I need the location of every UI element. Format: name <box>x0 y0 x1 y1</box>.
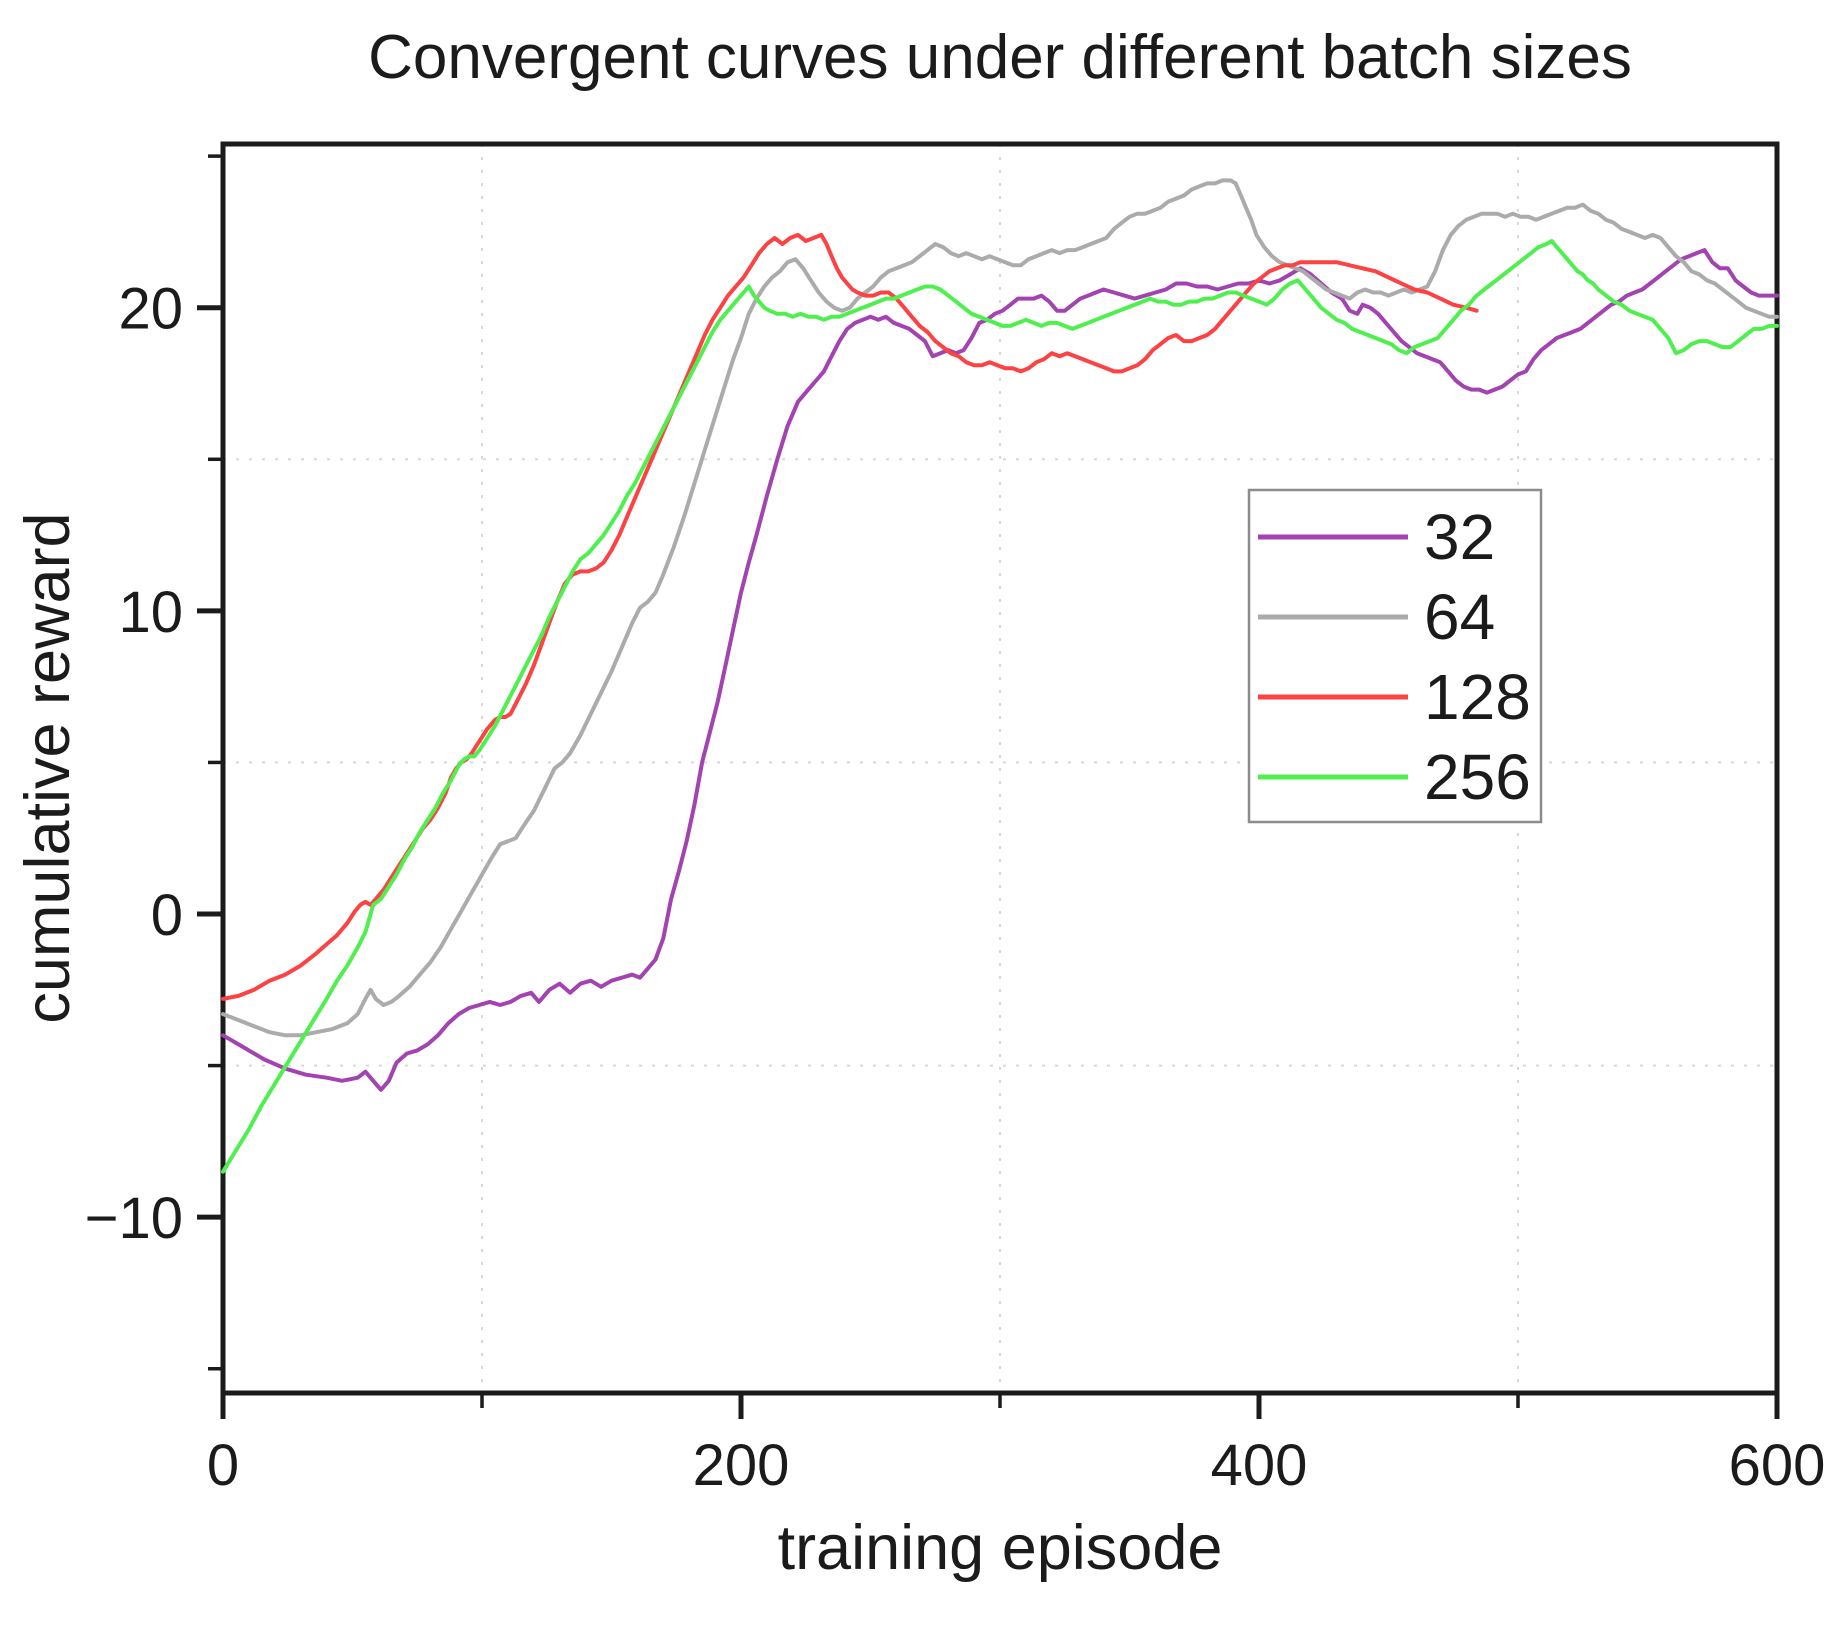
legend-label-128: 128 <box>1424 661 1531 733</box>
x-axis-label: training episode <box>777 1513 1223 1583</box>
x-tick-label: 200 <box>693 1433 790 1498</box>
chart-title: Convergent curves under different batch … <box>368 23 1632 92</box>
plot-frame <box>220 141 1780 1396</box>
legend-label-32: 32 <box>1424 501 1495 573</box>
x-tick-label: 0 <box>207 1433 239 1498</box>
legend-label-64: 64 <box>1424 581 1495 653</box>
series-line-32 <box>221 248 1779 1092</box>
series-line-64 <box>221 178 1779 1038</box>
x-tick-label: 600 <box>1729 1433 1826 1498</box>
y-tick-label: −10 <box>85 1186 183 1251</box>
y-tick-label: 0 <box>151 883 183 948</box>
legend-box <box>1247 488 1543 824</box>
y-tick-label: 20 <box>118 277 183 342</box>
y-tick-label: 10 <box>118 580 183 645</box>
series-line-256 <box>221 239 1779 1174</box>
legend-label-256: 256 <box>1424 741 1531 813</box>
x-tick-label: 400 <box>1211 1433 1308 1498</box>
